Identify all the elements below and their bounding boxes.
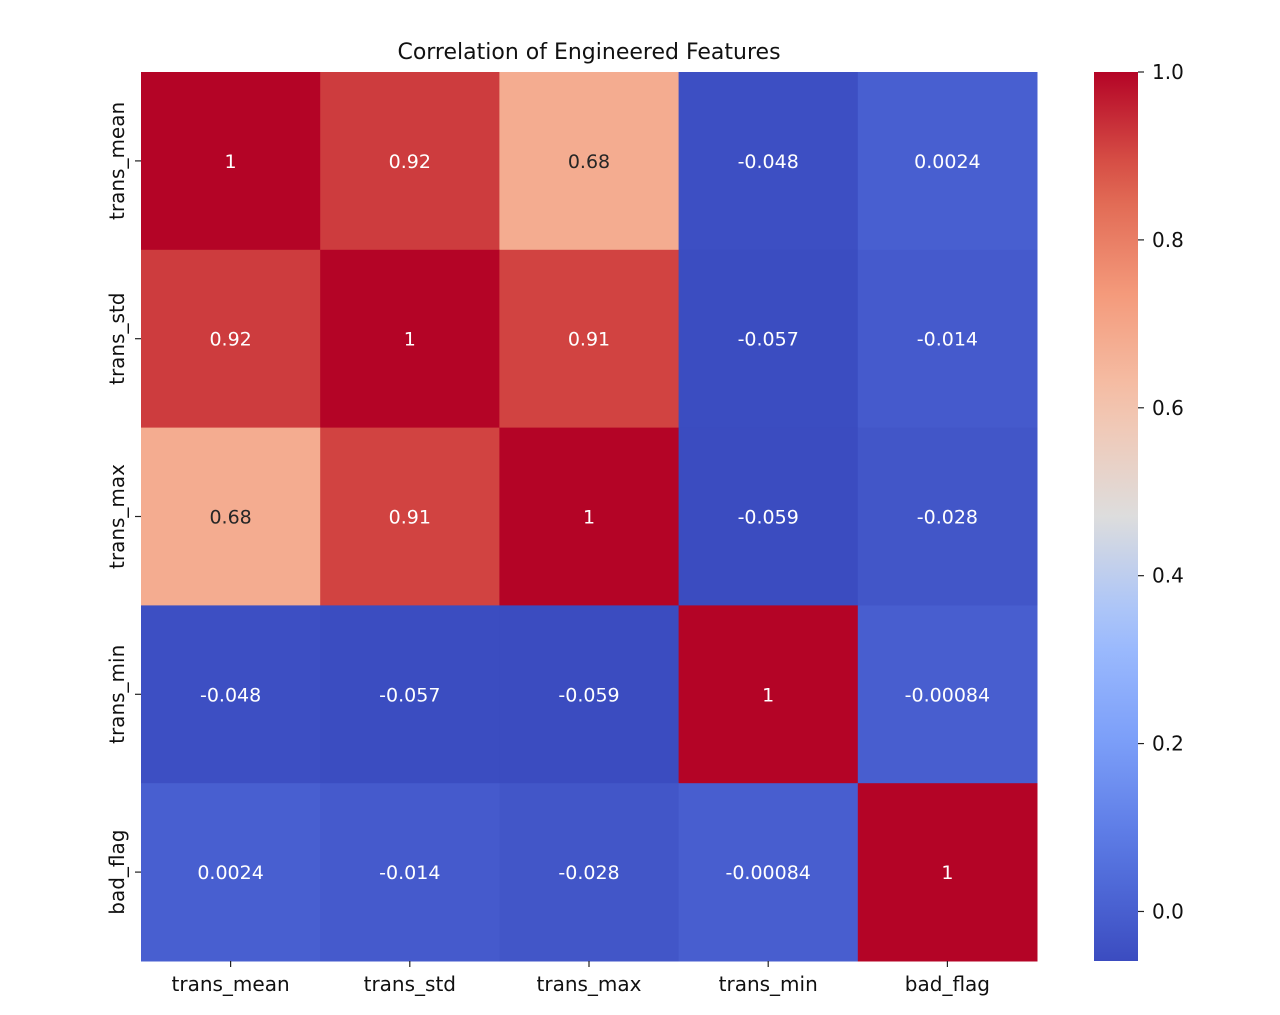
heatmap-cell-4-0 bbox=[141, 783, 321, 962]
cell-annotation-2-1: 0.91 bbox=[389, 507, 431, 529]
cell-annotation-4-0: 0.0024 bbox=[197, 862, 263, 884]
colorbar-tick-label-1: 0.2 bbox=[1152, 732, 1184, 756]
colorbar: 0.0 0.2 0.4 0.6 0.8 1.0 bbox=[1094, 60, 1184, 961]
cell-annotation-2-0: 0.68 bbox=[209, 507, 251, 529]
cell-annotation-3-2: -0.059 bbox=[558, 684, 619, 706]
x-tick-label-3: trans_min bbox=[719, 972, 818, 996]
heatmap-cell-1-0 bbox=[141, 249, 321, 429]
heatmap-cells bbox=[141, 72, 1038, 962]
heatmap-cell-2-1 bbox=[320, 427, 500, 606]
cell-annotation-2-4: -0.028 bbox=[917, 507, 978, 529]
y-tick-label-0: trans_mean bbox=[105, 102, 129, 220]
cell-annotation-0-0: 1 bbox=[225, 151, 237, 173]
cell-annotation-3-4: -0.00084 bbox=[905, 684, 990, 706]
x-tick-label-4: bad_flag bbox=[905, 972, 990, 996]
heatmap-cell-2-0 bbox=[141, 427, 321, 606]
heatmap-cell-1-1 bbox=[320, 249, 500, 429]
heatmap-cell-1-4 bbox=[857, 249, 1038, 429]
heatmap-cell-4-2 bbox=[499, 783, 680, 962]
cell-annotation-1-4: -0.014 bbox=[917, 329, 978, 351]
cell-annotation-4-1: -0.014 bbox=[379, 862, 440, 884]
cell-annotation-0-2: 0.68 bbox=[568, 151, 610, 173]
x-tick-label-0: trans_mean bbox=[172, 972, 290, 996]
colorbar-gradient bbox=[1094, 72, 1138, 961]
heatmap-cell-4-1 bbox=[320, 783, 500, 962]
cell-annotation-3-0: -0.048 bbox=[200, 684, 261, 706]
x-tick-label-1: trans_std bbox=[364, 972, 456, 996]
cell-annotations: 1 0.92 0.68 -0.048 0.0024 0.92 1 0.91 -0.057 -0.0… bbox=[197, 151, 990, 884]
heatmap-cell-3-0 bbox=[141, 605, 321, 784]
heatmap-cell-0-3 bbox=[678, 72, 859, 251]
colorbar-tick-label-5: 1.0 bbox=[1152, 60, 1184, 84]
heatmap-cell-3-3 bbox=[678, 605, 859, 784]
cell-annotation-0-3: -0.048 bbox=[738, 151, 799, 173]
cell-annotation-4-3: -0.00084 bbox=[725, 862, 810, 884]
heatmap-cell-3-4 bbox=[857, 605, 1038, 784]
cell-annotation-1-2: 0.91 bbox=[568, 329, 610, 351]
heatmap-cell-1-3 bbox=[678, 249, 859, 429]
heatmap-cell-0-0 bbox=[141, 72, 321, 251]
cell-annotation-2-3: -0.059 bbox=[738, 507, 799, 529]
cell-annotation-4-4: 1 bbox=[941, 862, 953, 884]
y-tick-label-1: trans_std bbox=[105, 293, 129, 385]
x-tick-label-2: trans_max bbox=[537, 972, 642, 996]
heatmap-cell-0-2 bbox=[499, 72, 680, 251]
cell-annotation-2-2: 1 bbox=[583, 507, 595, 529]
heatmap-cell-3-1 bbox=[320, 605, 500, 784]
heatmap-cell-2-4 bbox=[857, 427, 1038, 606]
colorbar-tick-label-0: 0.0 bbox=[1152, 899, 1184, 923]
heatmap-cell-4-3 bbox=[678, 783, 859, 962]
heatmap-cell-2-2 bbox=[499, 427, 680, 606]
colorbar-tick-label-3: 0.6 bbox=[1152, 396, 1184, 420]
heatmap-cell-2-3 bbox=[678, 427, 859, 606]
heatmap-cell-0-1 bbox=[320, 72, 500, 251]
cell-annotation-1-1: 1 bbox=[404, 329, 416, 351]
y-axis: trans_mean trans_std trans_max trans_minbad… bbox=[105, 102, 141, 915]
colorbar-tick-label-2: 0.4 bbox=[1152, 564, 1184, 588]
x-axis: trans_mean trans_std trans_max trans_min bad… bbox=[172, 961, 990, 996]
heatmap-cell-4-4 bbox=[857, 783, 1038, 962]
colorbar-tick-label-4: 0.8 bbox=[1152, 228, 1184, 252]
heatmap-cell-3-2 bbox=[499, 605, 680, 784]
cell-annotation-0-4: 0.0024 bbox=[914, 151, 980, 173]
y-tick-label-4: bad_flag bbox=[105, 829, 129, 914]
cell-annotation-4-2: -0.028 bbox=[558, 862, 619, 884]
cell-annotation-1-3: -0.057 bbox=[738, 329, 799, 351]
heatmap-cell-1-2 bbox=[499, 249, 680, 429]
cell-annotation-3-1: -0.057 bbox=[379, 684, 440, 706]
chart-title: Correlation of Engineered Features bbox=[397, 40, 780, 65]
cell-annotation-3-3: 1 bbox=[762, 684, 774, 706]
y-tick-label-3: trans_min bbox=[105, 645, 129, 744]
cell-annotation-0-1: 0.92 bbox=[389, 151, 431, 173]
cell-annotation-1-0: 0.92 bbox=[209, 329, 251, 351]
y-tick-label-2: trans_max bbox=[105, 464, 129, 569]
heatmap-cell-0-4 bbox=[857, 72, 1038, 251]
